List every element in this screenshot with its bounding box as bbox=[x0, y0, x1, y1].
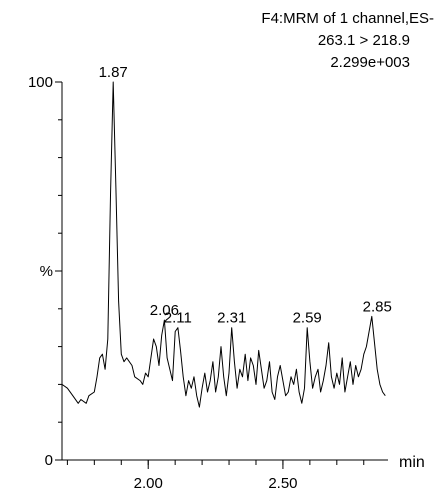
marks-group: 1.87 2.062.11 2.31 2.59 2.85 bbox=[61, 64, 392, 408]
header-line-1: F4:MRM of 1 channel,ES- bbox=[261, 10, 434, 27]
x-tick-label: 2.50 bbox=[268, 475, 297, 492]
series-line bbox=[61, 81, 386, 408]
peak-label: 2.11 bbox=[164, 310, 192, 327]
peak-label: 2.59 bbox=[293, 310, 322, 327]
x-axis-label: min bbox=[399, 454, 425, 471]
y-tick-label: % bbox=[40, 263, 53, 280]
y-tick-label: 100 bbox=[28, 74, 53, 91]
peak-label: 2.06 bbox=[150, 302, 179, 319]
peak-label: 1.87 bbox=[99, 64, 128, 81]
x-tick-label: 2.00 bbox=[134, 475, 163, 492]
axes-group: 0% 100 2.00 2.50 bbox=[28, 74, 388, 492]
peak-label: 2.85 bbox=[363, 298, 392, 315]
header-line-3: 2.299e+003 bbox=[330, 54, 410, 71]
y-tick-label: 0 bbox=[45, 452, 53, 469]
peak-label: 2.31 bbox=[217, 310, 246, 327]
header-line-2: 263.1 > 218.9 bbox=[318, 32, 410, 49]
